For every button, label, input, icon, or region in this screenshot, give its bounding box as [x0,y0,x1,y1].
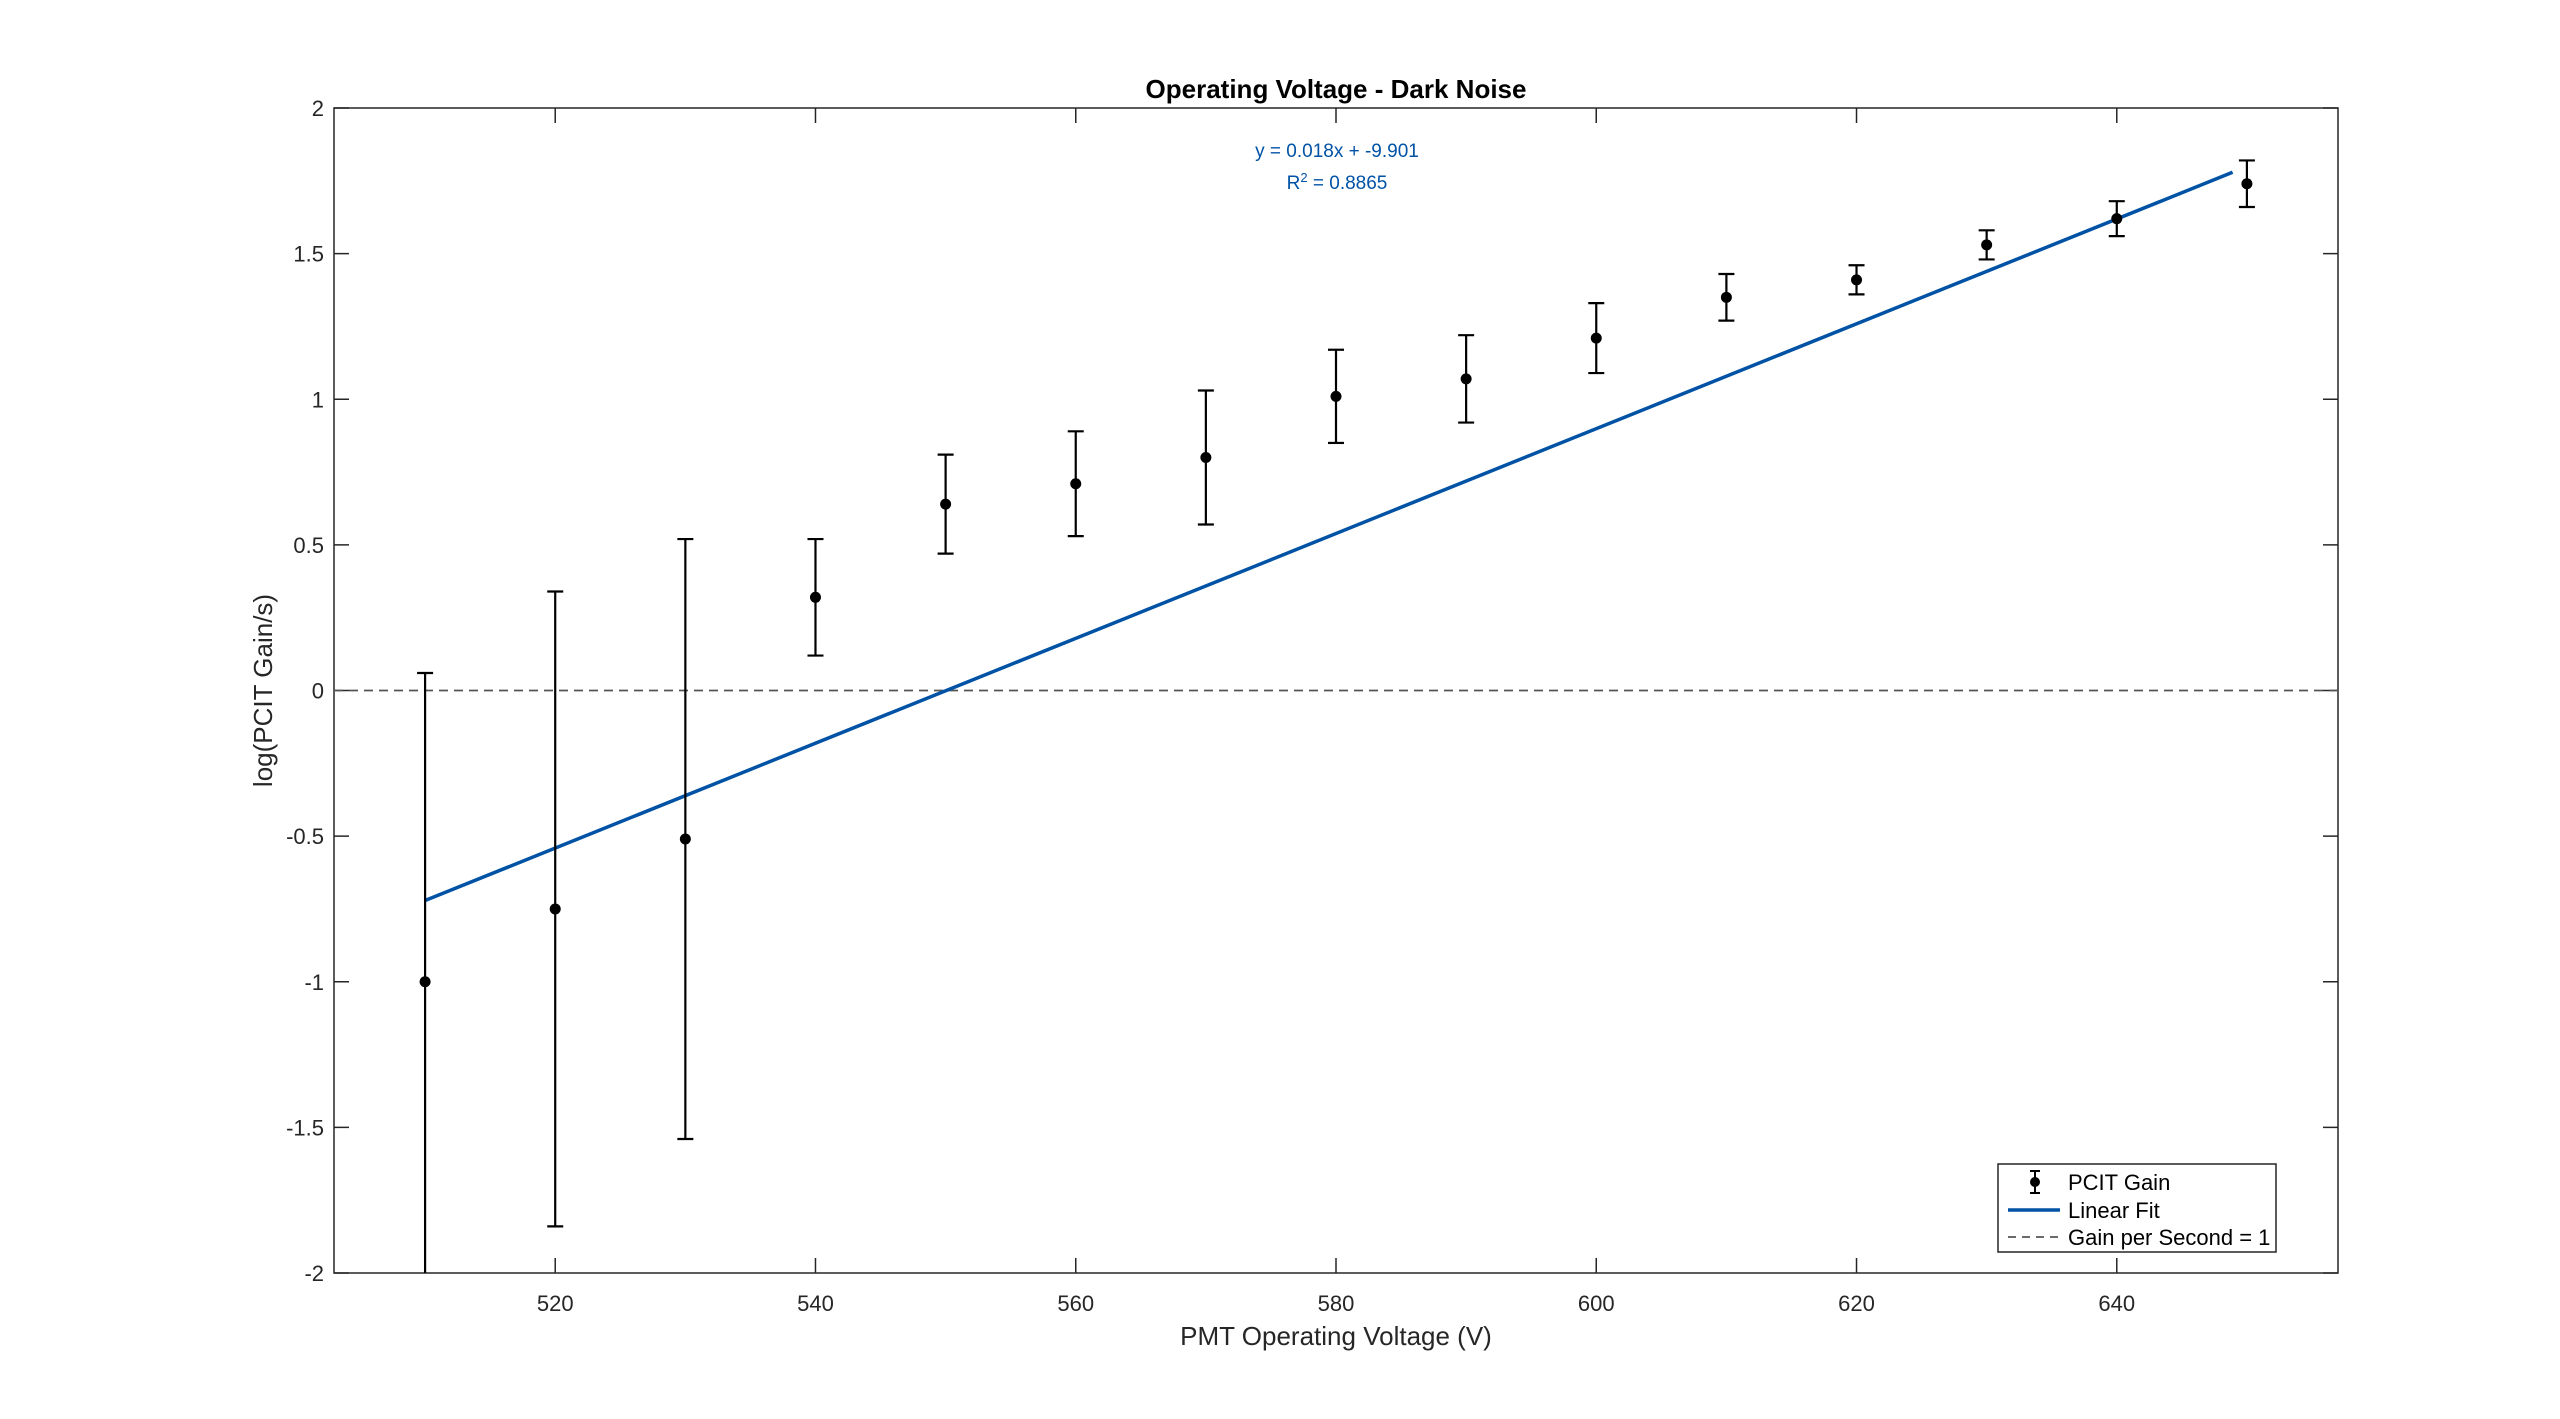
data-marker [549,903,561,915]
fit-line-layer [424,170,2234,903]
errorbar-layer [417,159,2255,1273]
data-point [1588,302,1605,375]
legend-box [1997,1163,2277,1253]
data-marker [940,498,952,510]
y-tick-label: -0.5 [286,824,324,849]
legend-item-gain-per-second: Gain per Second = 1 [2008,1225,2270,1250]
data-point [1458,334,1475,424]
data-marker [1460,373,1472,385]
data-point [937,453,954,555]
legend-label-gain-per-second: Gain per Second = 1 [2068,1225,2270,1250]
data-point [2238,159,2255,209]
data-point [2108,200,2125,238]
data-point [677,537,694,1141]
ticks: 520 540 560 580 600 620 640 -2 -1.5 -1 -0.5 0 0.5 1 1.… [286,96,2338,1316]
y-tick-label: 0 [312,679,324,704]
data-marker [1200,452,1212,463]
x-tick-label: 620 [1838,1291,1875,1316]
data-point [1848,264,1865,296]
data-marker [1070,478,1082,490]
y-tick-label: 1 [312,387,324,412]
legend-label-linear-fit: Linear Fit [2068,1198,2160,1223]
data-marker [679,833,691,845]
linear-fit-line [424,170,2234,903]
data-marker [1720,291,1732,303]
data-marker [1590,332,1602,344]
fit-equation: y = 0.018x + -9.901 [1255,141,1419,162]
data-marker [419,976,431,988]
fit-r-squared: R2 = 0.8865 [1287,170,1388,195]
r2-exponent: 2 [1300,170,1307,185]
data-point [1718,272,1735,322]
data-marker [2111,213,2123,225]
data-point [807,537,824,657]
x-axis-label: PMT Operating Voltage (V) [1180,1321,1492,1351]
y-tick-label: -1.5 [286,1115,324,1140]
data-point [417,671,434,1273]
data-marker [809,591,821,603]
data-point [1067,430,1084,538]
y-tick-label: -2 [304,1261,324,1286]
data-point [1978,229,1995,261]
data-marker [2241,178,2253,190]
x-tick-label: 560 [1057,1291,1094,1316]
data-point [1197,389,1214,526]
plot-area: 520 540 560 580 600 620 640 -2 -1.5 -1 -0.5 0 0.5 1 1.… [286,96,2339,1316]
r2-prefix: R [1287,173,1301,194]
data-marker [1330,390,1342,402]
legend-item-linear-fit: Linear Fit [2008,1198,2160,1223]
legend-errorbar-marker [2030,1177,2040,1187]
x-tick-label: 600 [1578,1291,1615,1316]
x-tick-label: 540 [797,1291,834,1316]
legend: PCIT Gain Linear Fit Gain per Second = 1 [1997,1163,2277,1253]
y-axis-label: log(PCIT Gain/s) [248,594,278,787]
x-tick-label: 520 [537,1291,574,1316]
legend-errorbar-symbol [2030,1170,2040,1194]
y-tick-label: 2 [312,96,324,121]
y-tick-label: 1.5 [293,242,324,267]
data-point [1328,348,1344,445]
chart-title: Operating Voltage - Dark Noise [1146,74,1527,104]
x-tick-label: 580 [1318,1291,1355,1316]
y-tick-label: -1 [304,970,324,995]
x-tick-label: 640 [2098,1291,2135,1316]
data-point [547,590,564,1228]
legend-item-pcit-gain: PCIT Gain [2030,1170,2170,1195]
y-tick-label: 0.5 [293,533,324,558]
r2-value: = 0.8865 [1308,173,1388,194]
data-marker [1981,239,1993,251]
data-marker [1851,274,1863,286]
legend-label-pcit-gain: PCIT Gain [2068,1170,2170,1195]
